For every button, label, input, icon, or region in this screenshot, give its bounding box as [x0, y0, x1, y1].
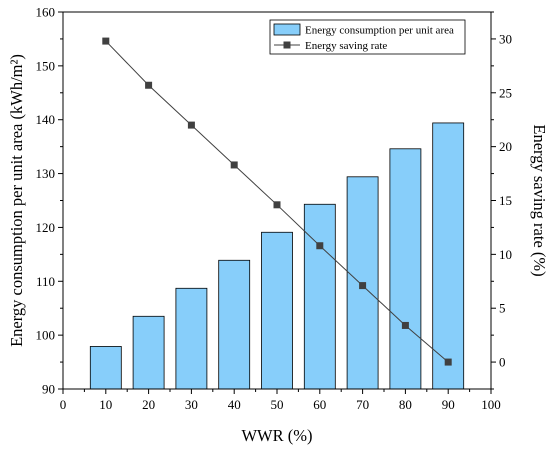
legend: Energy consumption per unit area Energy …	[269, 19, 466, 55]
x-tick-label-80: 80	[399, 397, 412, 412]
point-wwr-60	[316, 242, 324, 250]
x-tick-label-70: 70	[356, 397, 369, 412]
y-right-tick-label-20: 20	[499, 139, 512, 154]
y-left-tick-label-90: 90	[42, 382, 55, 397]
bar-wwr-50	[261, 231, 293, 390]
y-axis-right: 0 5 10 15 20 25 30	[491, 11, 512, 390]
y-right-tick-label-25: 25	[499, 85, 512, 100]
legend-line-marker	[283, 41, 291, 49]
y-right-tick-label-10: 10	[499, 247, 512, 262]
line-series	[102, 37, 452, 366]
x-tick-label-20: 20	[142, 397, 155, 412]
y-axis-left: 90 100 110 120 130 140 150 160	[36, 5, 63, 397]
bar-wwr-30	[175, 287, 208, 390]
bar-wwr-10	[89, 346, 122, 390]
legend-bar-label: Energy consumption per unit area	[305, 25, 454, 37]
y-right-tick-label-5: 5	[499, 301, 506, 316]
x-tick-label-50: 50	[271, 397, 284, 412]
y-left-tick-label-150: 150	[36, 58, 56, 73]
y-left-tick-label-100: 100	[36, 328, 56, 343]
x-tick-label-90: 90	[442, 397, 455, 412]
x-axis-title: WWR (%)	[241, 426, 312, 445]
bar-series	[89, 122, 465, 390]
x-tick-label-100: 100	[481, 397, 501, 412]
point-wwr-30	[187, 121, 195, 129]
y-left-tick-label-140: 140	[36, 112, 56, 127]
legend-line-label: Energy saving rate	[305, 40, 387, 52]
x-tick-label-40: 40	[228, 397, 241, 412]
bar-wwr-40	[218, 259, 251, 390]
point-wwr-10	[102, 37, 110, 45]
bar-wwr-60	[303, 203, 336, 390]
y-axis-right-title: Energy saving rate (%)	[530, 124, 549, 276]
y-left-tick-label-160: 160	[36, 5, 56, 20]
point-wwr-70	[359, 282, 367, 290]
y-left-tick-label-130: 130	[36, 166, 56, 181]
x-tick-label-0: 0	[60, 397, 67, 412]
y-right-tick-label-15: 15	[499, 193, 512, 208]
point-wwr-50	[273, 201, 281, 209]
y-right-tick-label-30: 30	[499, 31, 512, 46]
point-wwr-40	[230, 161, 238, 169]
bar-wwr-20	[132, 315, 165, 390]
y-axis-left-title: Energy consumption per unit area (kWh/m²…	[7, 54, 26, 347]
bar-wwr-90	[432, 122, 465, 390]
y-right-tick-label-0: 0	[499, 355, 506, 370]
x-tick-label-30: 30	[185, 397, 198, 412]
x-tick-label-60: 60	[313, 397, 326, 412]
point-wwr-80	[401, 321, 409, 329]
legend-box	[269, 19, 466, 55]
y-left-tick-label-110: 110	[36, 274, 55, 289]
x-tick-label-10: 10	[99, 397, 112, 412]
point-wwr-20	[145, 81, 153, 89]
point-wwr-90	[444, 358, 452, 366]
legend-bar-swatch	[273, 23, 301, 36]
bar-wwr-80	[389, 148, 422, 390]
x-axis: 0 10 20 30 40 50 60 70 80 90 100	[60, 389, 501, 412]
y-left-tick-label-120: 120	[36, 220, 56, 235]
